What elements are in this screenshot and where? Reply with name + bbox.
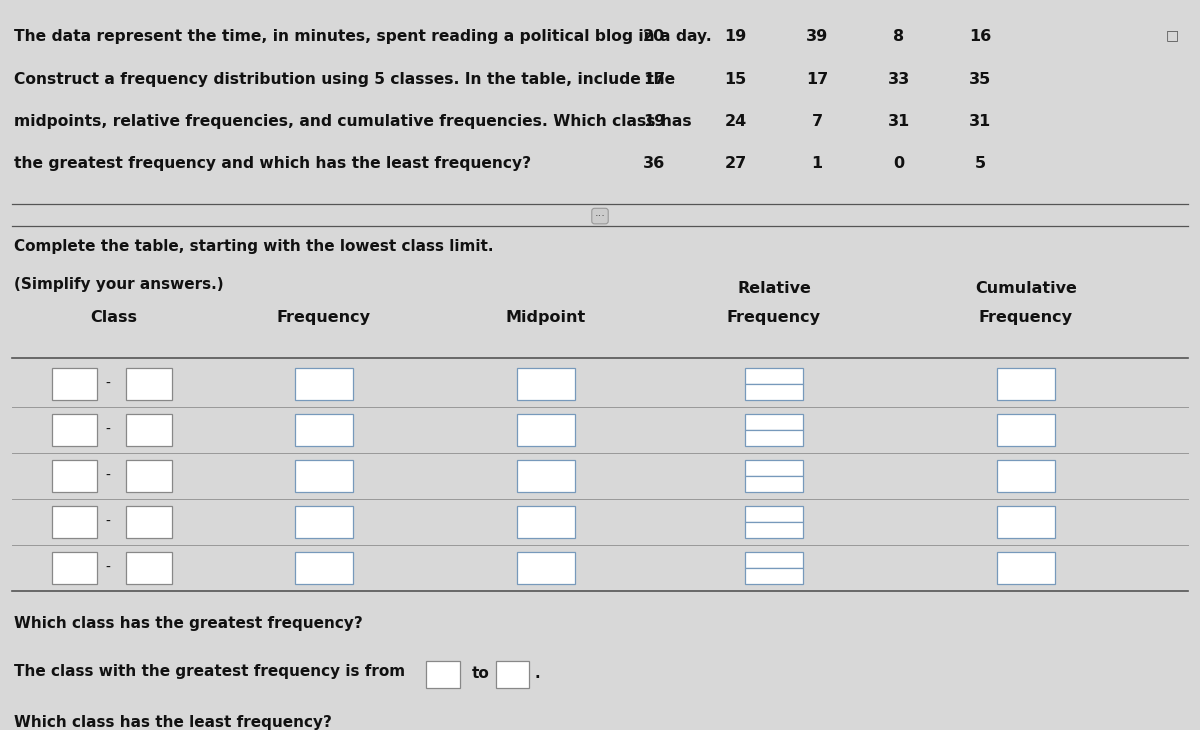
Text: 24: 24	[725, 114, 746, 129]
Text: .: .	[534, 666, 540, 682]
Text: 31: 31	[970, 114, 991, 129]
Text: The data represent the time, in minutes, spent reading a political blog in a day: The data represent the time, in minutes,…	[14, 29, 712, 45]
Text: 5: 5	[974, 156, 986, 172]
Text: -: -	[106, 469, 110, 483]
Text: Frequency: Frequency	[277, 310, 371, 325]
Text: 8: 8	[893, 29, 905, 45]
Text: ···: ···	[594, 211, 606, 221]
Text: Frequency: Frequency	[727, 310, 821, 325]
Text: -: -	[106, 377, 110, 391]
Text: Which class has the least frequency?: Which class has the least frequency?	[14, 715, 332, 730]
Text: 1: 1	[811, 156, 823, 172]
Text: 31: 31	[888, 114, 910, 129]
Text: The class with the greatest frequency is from: The class with the greatest frequency is…	[14, 664, 406, 679]
Text: 0: 0	[893, 156, 905, 172]
Text: 17: 17	[643, 72, 665, 87]
Text: Cumulative: Cumulative	[976, 280, 1076, 296]
Text: -: -	[106, 561, 110, 575]
Text: Which class has the greatest frequency?: Which class has the greatest frequency?	[14, 616, 364, 631]
Text: 35: 35	[970, 72, 991, 87]
Text: Relative: Relative	[737, 280, 811, 296]
Text: the greatest frequency and which has the least frequency?: the greatest frequency and which has the…	[14, 156, 532, 172]
Text: 27: 27	[725, 156, 746, 172]
Text: 19: 19	[643, 114, 665, 129]
Text: □: □	[1165, 28, 1178, 42]
Text: midpoints, relative frequencies, and cumulative frequencies. Which class has: midpoints, relative frequencies, and cum…	[14, 114, 692, 129]
Text: 16: 16	[970, 29, 991, 45]
Text: 36: 36	[643, 156, 665, 172]
Text: 15: 15	[725, 72, 746, 87]
Text: Midpoint: Midpoint	[506, 310, 586, 325]
Text: 33: 33	[888, 72, 910, 87]
Text: to: to	[472, 666, 490, 682]
Text: 19: 19	[725, 29, 746, 45]
Text: Class: Class	[90, 310, 138, 325]
Text: (Simplify your answers.): (Simplify your answers.)	[14, 277, 224, 293]
Text: 17: 17	[806, 72, 828, 87]
Text: Frequency: Frequency	[979, 310, 1073, 325]
Text: -: -	[106, 423, 110, 437]
Text: Construct a frequency distribution using 5 classes. In the table, include the: Construct a frequency distribution using…	[14, 72, 676, 87]
Text: 39: 39	[806, 29, 828, 45]
Text: 20: 20	[643, 29, 665, 45]
Text: te: te	[1176, 616, 1194, 631]
Text: -: -	[106, 515, 110, 529]
Text: 7: 7	[811, 114, 823, 129]
Text: Complete the table, starting with the lowest class limit.: Complete the table, starting with the lo…	[14, 239, 494, 255]
